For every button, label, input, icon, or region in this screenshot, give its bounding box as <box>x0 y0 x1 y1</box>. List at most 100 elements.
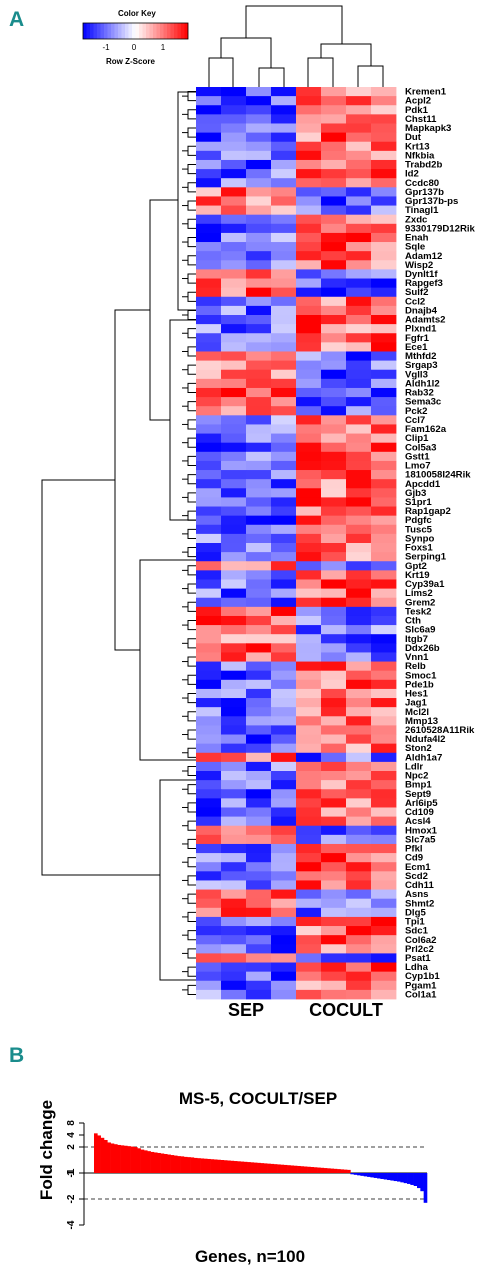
heatmap-cell <box>196 397 222 407</box>
gene-label: Cd109 <box>405 807 434 818</box>
heatmap-cell <box>271 433 297 444</box>
bar <box>373 1173 378 1178</box>
heatmap-cell <box>296 223 322 234</box>
heatmap-cell <box>196 734 222 745</box>
heatmap-cell <box>221 789 247 799</box>
heatmap-cell <box>196 378 222 389</box>
gene-label: Serping1 <box>405 552 447 563</box>
heatmap-cell <box>371 232 397 243</box>
heatmap-cell <box>321 926 347 936</box>
heatmap-cell <box>196 150 222 161</box>
heatmap-cell <box>196 470 222 480</box>
heatmap-cell <box>346 242 372 252</box>
heatmap-cell <box>196 597 222 608</box>
heatmap-cell <box>221 378 247 389</box>
heatmap-cell <box>196 342 222 352</box>
bar <box>94 1133 98 1173</box>
bar <box>100 1137 105 1173</box>
heatmap-cell <box>371 725 397 735</box>
heatmap-cell <box>246 725 272 735</box>
heatmap-cell <box>296 232 322 243</box>
heatmap-cell <box>321 342 347 352</box>
gene-label: Sept9 <box>405 789 431 800</box>
bar <box>377 1173 381 1179</box>
bar <box>393 1173 398 1182</box>
gene-label: Chst11 <box>405 114 437 125</box>
heatmap-cell <box>321 698 347 708</box>
heatmap-cell <box>246 698 272 708</box>
bar <box>237 1161 241 1173</box>
heatmap-cell <box>296 752 322 763</box>
heatmap-cell <box>246 743 272 754</box>
heatmap-cell <box>196 369 222 380</box>
gene-label: Acsl4 <box>405 816 431 827</box>
heatmap-cell <box>296 242 322 252</box>
heatmap-cell <box>371 105 397 115</box>
heatmap-cell <box>346 96 372 106</box>
heatmap-cell <box>346 670 372 681</box>
heatmap-cell <box>346 433 372 444</box>
heatmap-cell <box>196 533 222 544</box>
bar-chart-bars <box>94 1133 428 1203</box>
bar <box>300 1166 305 1173</box>
heatmap-cell <box>296 451 322 462</box>
heatmap-cell <box>346 105 372 115</box>
row-dendrogram-branch <box>187 364 196 375</box>
row-dendrogram-branch <box>187 382 196 394</box>
heatmap-cell <box>371 652 397 662</box>
heatmap-cell <box>321 935 347 945</box>
heatmap-cell <box>346 470 372 480</box>
heatmap-cell <box>246 679 272 690</box>
heatmap-cell <box>371 260 397 270</box>
heatmap-cell <box>371 543 397 553</box>
heatmap-cell <box>196 725 222 735</box>
color-key-swatch <box>181 23 185 39</box>
heatmap-cell <box>296 470 322 480</box>
y-axis-label: Fold change <box>37 1100 56 1200</box>
color-key-border <box>82 22 189 40</box>
column-dendrogram <box>208 5 384 88</box>
gene-label: Tusc5 <box>405 524 433 535</box>
heatmap-cell <box>321 679 347 690</box>
heatmap-cell <box>221 780 247 790</box>
heatmap-cell <box>246 269 272 279</box>
gene-label: Tesk2 <box>405 606 432 617</box>
heatmap-cell <box>321 907 347 918</box>
heatmap-cell <box>371 679 397 690</box>
heatmap-cell <box>271 305 297 316</box>
heatmap-cell <box>271 771 297 781</box>
heatmap-cell <box>346 543 372 553</box>
heatmap-cell <box>346 661 372 672</box>
color-key-swatch <box>93 23 98 39</box>
heatmap-cell <box>321 771 347 781</box>
gene-label: Gpt2 <box>405 561 427 572</box>
gene-label: Col5a3 <box>405 442 436 453</box>
heatmap-cell <box>296 634 322 644</box>
heatmap-cell <box>371 962 397 973</box>
heatmap-cell <box>371 451 397 462</box>
heatmap-cell <box>296 296 322 307</box>
heatmap-cell <box>221 515 247 526</box>
gene-label: Lims2 <box>405 588 433 599</box>
heatmap-cell <box>296 141 322 152</box>
heatmap-cell <box>296 406 322 416</box>
color-key-swatch <box>100 23 105 39</box>
heatmap-cell <box>221 397 247 407</box>
gene-label: Sqle <box>405 242 425 253</box>
heatmap-cell <box>246 916 272 927</box>
heatmap-cell <box>221 533 247 544</box>
heatmap-cell <box>296 743 322 754</box>
gene-label: Trabd2b <box>405 160 442 171</box>
heatmap-cell <box>196 196 222 206</box>
heatmap-cell <box>371 515 397 526</box>
heatmap-cell <box>246 944 272 954</box>
bar <box>423 1173 428 1203</box>
heatmap-cell <box>221 169 247 179</box>
row-dendrogram-branch <box>187 437 196 448</box>
bar <box>107 1142 111 1173</box>
heatmap-cell <box>346 406 372 416</box>
heatmap-cell <box>246 597 272 608</box>
heatmap-cell <box>371 351 397 361</box>
heatmap-cell <box>246 953 272 963</box>
heatmap-cell <box>371 96 397 106</box>
